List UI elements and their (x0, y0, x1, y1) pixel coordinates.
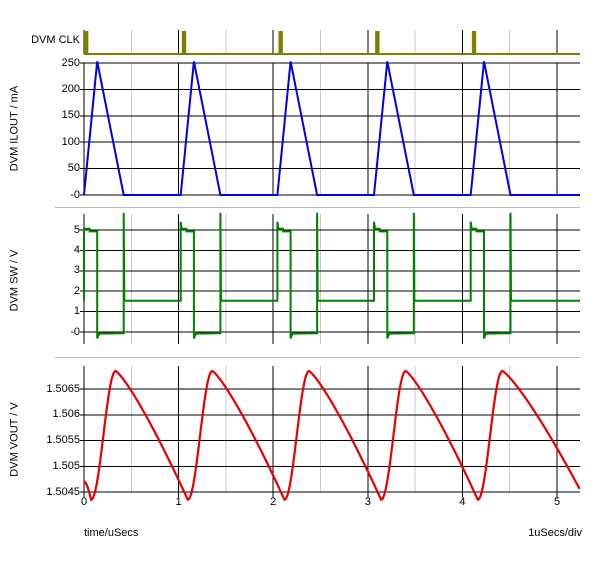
sw-trace (83, 212, 580, 339)
x-tick-label: 5 (553, 496, 561, 508)
clk-pulse (181, 31, 187, 54)
vout-y-tick-label: 1.506 (52, 408, 80, 421)
x-tick-label: 1 (175, 496, 182, 508)
sw-y-tick-label: -0 (70, 325, 80, 338)
sw-axis-title: DVM SW / V (8, 249, 21, 312)
ilout-trace (83, 61, 580, 196)
vout-plot-area[interactable] (80, 362, 581, 504)
ilout-plot-area[interactable] (80, 58, 581, 205)
sw-y-tick-label: 5 (73, 223, 80, 236)
clk-pulse (84, 31, 89, 54)
clk-pulse (471, 31, 477, 54)
x-axis-title: time/uSecs (84, 527, 139, 539)
pane-separator (55, 357, 580, 358)
clk-pulse (375, 31, 380, 54)
x-tick-label: 2 (270, 496, 277, 508)
vout-y-tick-label: 1.5065 (46, 382, 80, 395)
x-tick-label: 0 (80, 496, 88, 508)
clk-pulse (278, 31, 283, 54)
vout-axis-title: DVM VOUT / V (8, 402, 21, 477)
clk-channel-label: DVM CLK (31, 34, 80, 46)
vout-y-tick-label: 1.5045 (46, 485, 80, 498)
ilout-y-tick-label: 250 (61, 56, 80, 69)
ilout-y-tick-label: 50 (67, 162, 80, 175)
sw-plot-area[interactable] (80, 212, 581, 348)
sw-y-tick-label: 4 (73, 243, 80, 256)
vout-y-tick-label: 1.5055 (46, 434, 80, 446)
vout-trace (83, 369, 581, 501)
x-scale-per-div: 1uSecs/div (528, 527, 582, 539)
sw-y-tick-label: 2 (73, 284, 80, 297)
ilout-y-tick-label: 200 (61, 82, 80, 95)
ilout-y-tick-label: 100 (61, 135, 80, 148)
sw-y-tick-label: 1 (73, 305, 80, 318)
vout-y-tick-label: 1.505 (52, 459, 80, 472)
pane-separator (55, 207, 580, 208)
sw-y-tick-label: 3 (73, 264, 80, 277)
clk-plot-area[interactable] (80, 27, 581, 56)
x-tick-label: 3 (364, 496, 371, 508)
ilout-axis-title: DVM ILOUT / mA (8, 85, 21, 172)
ilout-y-tick-label: 150 (61, 109, 80, 122)
ilout-y-tick-label: -0 (70, 188, 80, 201)
x-tick-label: 4 (459, 496, 466, 508)
